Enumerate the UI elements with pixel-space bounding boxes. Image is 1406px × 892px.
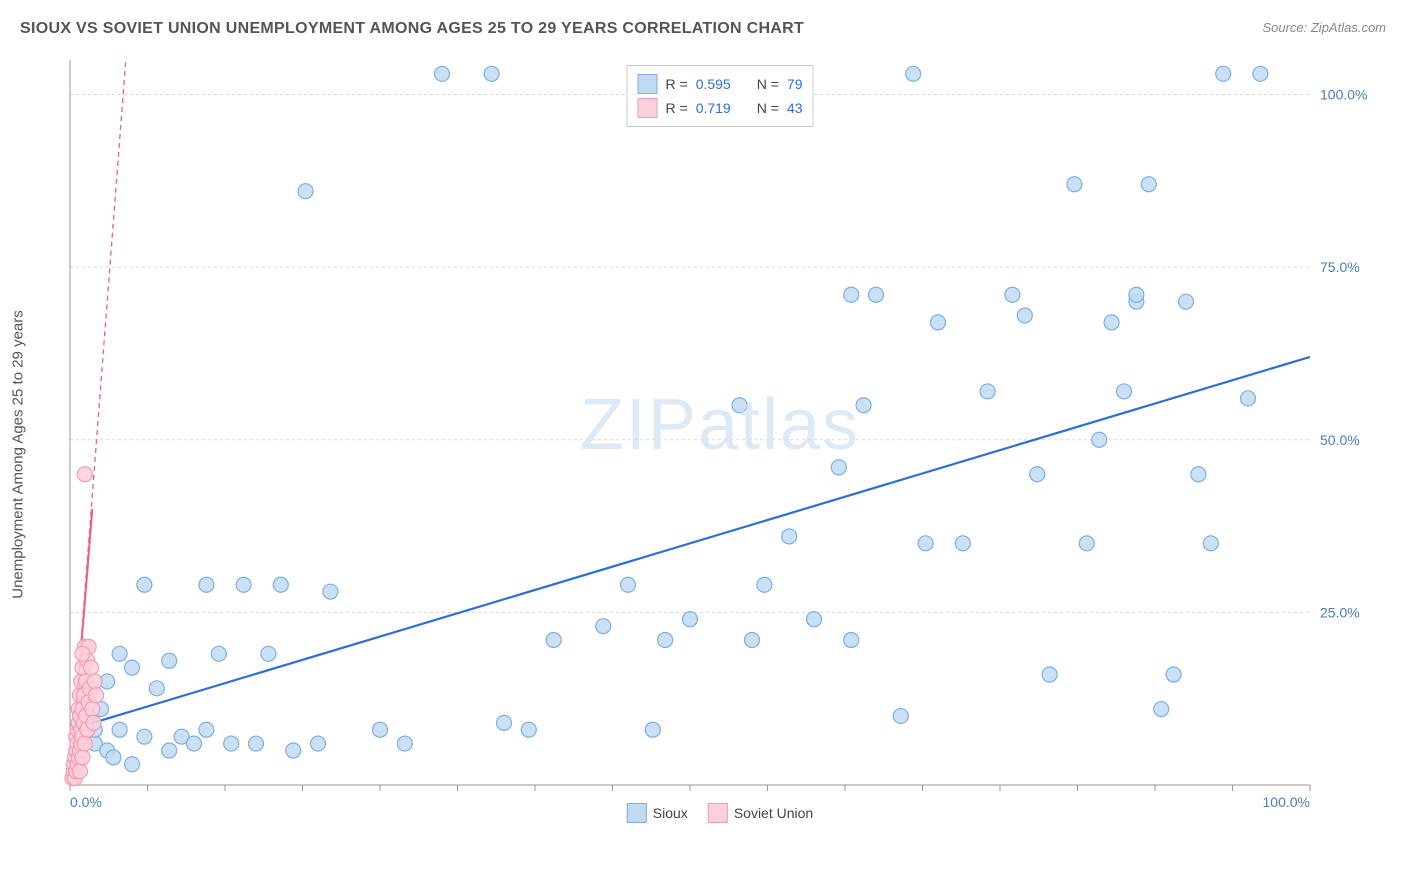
legend-swatch-sioux [627,803,647,823]
svg-text:75.0%: 75.0% [1320,259,1360,275]
svg-text:50.0%: 50.0% [1320,432,1360,448]
svg-text:100.0%: 100.0% [1320,87,1367,103]
correlation-legend: R = 0.595 N = 79 R = 0.719 N = 43 [627,65,814,127]
y-axis-label: Unemployment Among Ages 25 to 29 years [10,310,27,599]
legend-r-label: R = [666,76,688,92]
legend-r-value: 0.719 [696,100,731,116]
legend-r-label: R = [666,100,688,116]
chart-header: SIOUX VS SOVIET UNION UNEMPLOYMENT AMONG… [20,20,1386,38]
legend-n-value: 79 [787,76,803,92]
legend-label: Soviet Union [734,805,813,821]
legend-swatch-soviet [708,803,728,823]
legend-row-sioux: R = 0.595 N = 79 [638,72,803,96]
legend-label: Sioux [653,805,688,821]
legend-swatch-soviet [638,98,658,118]
legend-item-sioux: Sioux [627,803,688,823]
svg-text:25.0%: 25.0% [1320,604,1360,620]
legend-n-label: N = [757,76,779,92]
legend-n-value: 43 [787,100,803,116]
legend-swatch-sioux [638,74,658,94]
chart-title: SIOUX VS SOVIET UNION UNEMPLOYMENT AMONG… [20,20,804,38]
legend-n-label: N = [757,100,779,116]
series-legend: Sioux Soviet Union [627,803,813,823]
chart-area: 25.0%50.0%75.0%100.0%0.0%100.0% ZIPatlas… [60,55,1380,825]
chart-source: Source: ZipAtlas.com [1262,20,1386,35]
svg-text:0.0%: 0.0% [70,794,102,810]
legend-r-value: 0.595 [696,76,731,92]
scatter-chart: 25.0% 50.0% 75.0% 100.0% 0.0% 100.0% [60,55,1380,825]
legend-item-soviet: Soviet Union [708,803,813,823]
svg-text:100.0%: 100.0% [1263,794,1310,810]
legend-row-soviet: R = 0.719 N = 43 [638,96,803,120]
